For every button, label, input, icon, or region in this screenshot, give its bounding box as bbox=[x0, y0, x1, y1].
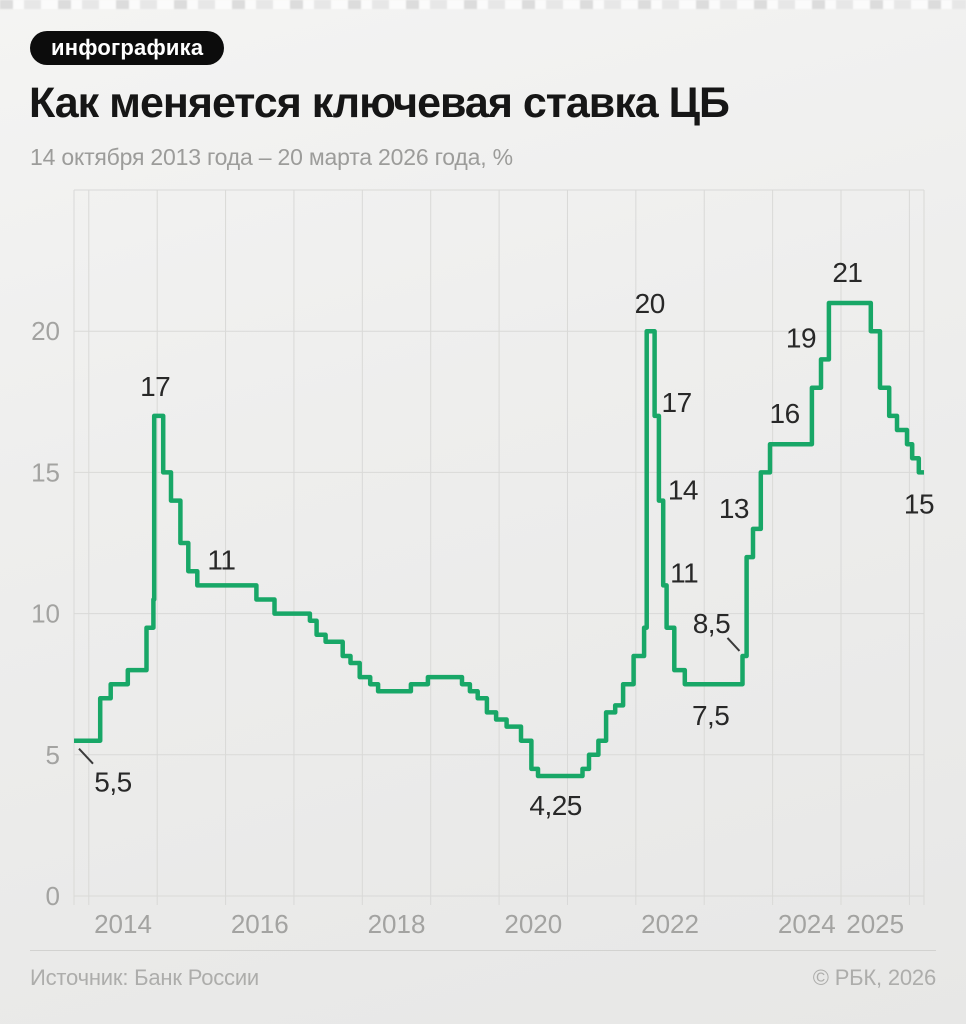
y-tick-label: 5 bbox=[46, 740, 60, 770]
copyright-label: © РБК, 2026 bbox=[812, 965, 936, 990]
page-title: Как меняется ключевая ставка ЦБ bbox=[29, 79, 730, 127]
annotation-value-label: 20 bbox=[635, 288, 665, 319]
annotation-value-label: 11 bbox=[207, 544, 235, 575]
annotation-value-label: 15 bbox=[904, 488, 934, 519]
annotation-value-label: 11 bbox=[670, 557, 698, 588]
y-tick-label: 20 bbox=[31, 316, 60, 346]
infographics-badge: инфографика bbox=[30, 31, 225, 65]
annotation-value-label: 17 bbox=[662, 387, 692, 418]
y-tick-label: 0 bbox=[46, 881, 60, 911]
annotation-value-label: 13 bbox=[719, 493, 749, 524]
annotation-leader-line bbox=[78, 747, 94, 765]
annotation-value-label: 17 bbox=[140, 371, 170, 402]
annotation-value-label: 7,5 bbox=[692, 700, 729, 731]
annotation-value-label: 8,5 bbox=[693, 608, 730, 639]
annotation-value-label: 5,5 bbox=[94, 767, 131, 798]
cropped-text-artifact bbox=[0, 0, 966, 9]
x-tick-label: 2024 bbox=[778, 909, 836, 939]
subtitle-date-range: 14 октября 2013 года – 20 марта 2026 год… bbox=[30, 144, 513, 170]
x-tick-label: 2014 bbox=[94, 909, 152, 939]
source-label: Источник: Банк России bbox=[30, 965, 260, 990]
badge-label: инфографика bbox=[51, 35, 204, 60]
y-tick-label: 15 bbox=[31, 457, 60, 487]
annotation-value-label: 19 bbox=[786, 322, 816, 353]
x-tick-label: 2018 bbox=[368, 909, 426, 939]
annotation-value-label: 21 bbox=[832, 257, 862, 288]
footer-divider bbox=[30, 950, 936, 951]
annotation-value-label: 16 bbox=[770, 398, 800, 429]
x-tick-label: 2022 bbox=[641, 909, 699, 939]
x-tick-label: 2025 bbox=[846, 909, 904, 939]
annotation-leader-line bbox=[726, 637, 741, 652]
annotation-value-label: 14 bbox=[668, 475, 698, 506]
annotation-value-label: 4,25 bbox=[529, 790, 582, 821]
rate-step-line bbox=[74, 300, 924, 779]
x-tick-label: 2016 bbox=[231, 909, 289, 939]
x-tick-label: 2020 bbox=[504, 909, 562, 939]
y-tick-label: 10 bbox=[31, 599, 60, 629]
